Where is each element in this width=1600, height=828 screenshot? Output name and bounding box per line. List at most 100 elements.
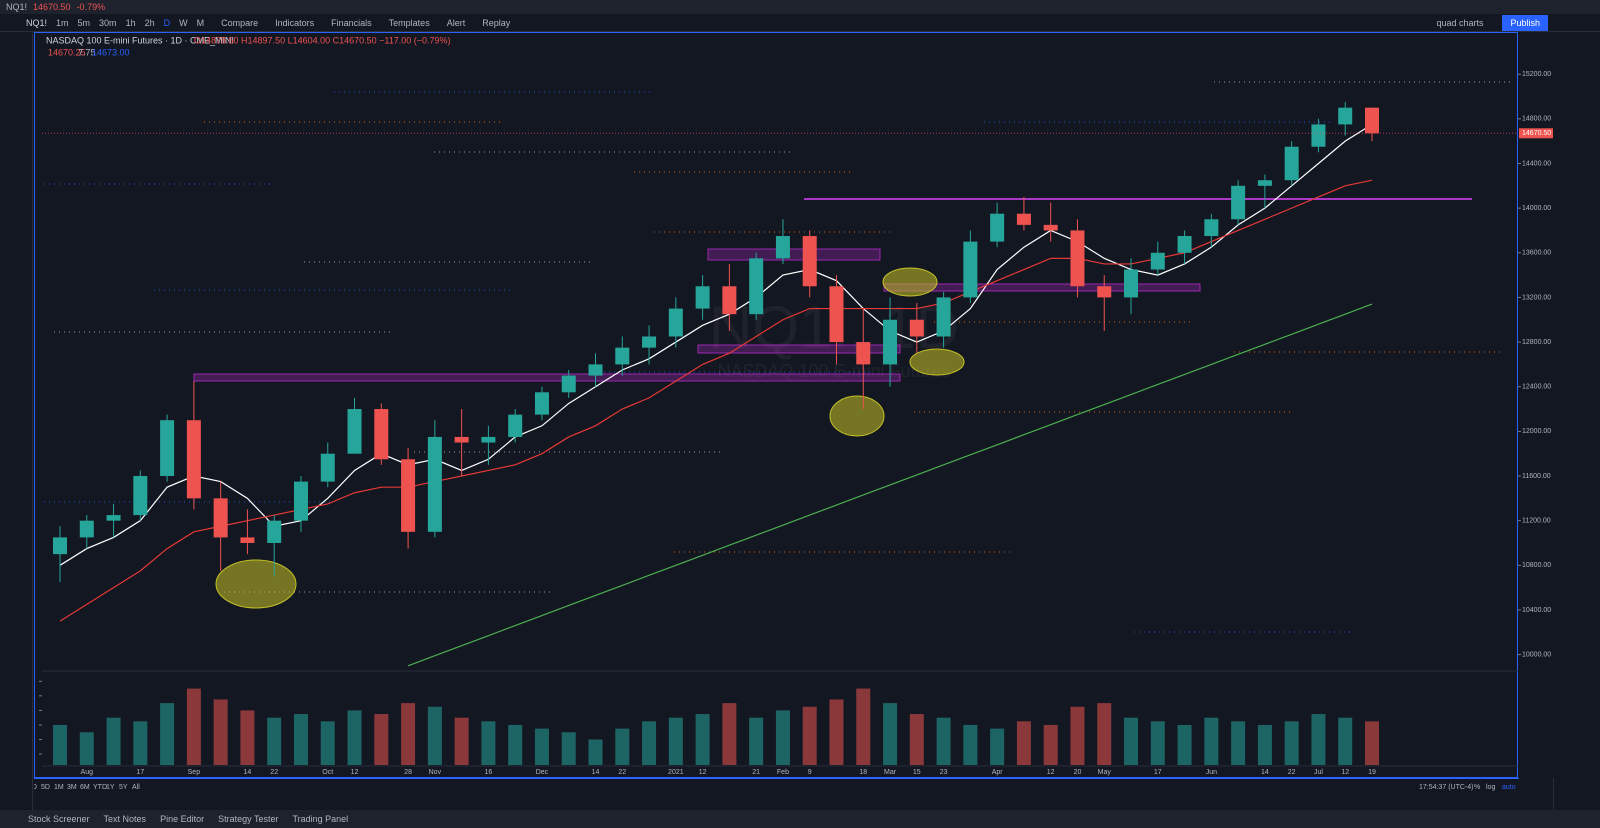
- interval[interactable]: 30m: [99, 17, 117, 28]
- x-tick-label: 23: [940, 769, 948, 776]
- candle-body: [722, 286, 737, 315]
- candle-body: [588, 364, 603, 376]
- volume-bar: [320, 721, 335, 765]
- panel-tab[interactable]: Strategy Tester: [218, 814, 279, 824]
- interval[interactable]: M: [196, 17, 205, 28]
- tab-change: -0.79%: [76, 2, 106, 12]
- layout-name[interactable]: quad charts: [1436, 17, 1484, 28]
- candle-body: [775, 236, 790, 259]
- volume-bar: [508, 724, 523, 765]
- interval[interactable]: D: [163, 17, 171, 28]
- volume-bar: [1311, 714, 1326, 765]
- browser-tab: NQ1! 14670.50 -0.79%: [0, 0, 1600, 14]
- volume-bar: [749, 717, 764, 765]
- range-button[interactable]: 6M: [80, 784, 90, 791]
- annotations: [193, 198, 1472, 609]
- candle-body: [883, 319, 898, 365]
- bottom-tabs: Stock Screener Text Notes Pine Editor Strat…: [0, 810, 1600, 828]
- toolbar-button[interactable]: Financials: [331, 17, 372, 28]
- x-tick-label: Oct: [322, 769, 333, 776]
- y-tick-label: 11600.00: [1522, 473, 1551, 480]
- candle-body: [909, 319, 924, 337]
- y-tick-label: 12000.00: [1522, 428, 1551, 435]
- candle-body: [1284, 146, 1299, 181]
- right-sidebar: [1553, 32, 1600, 812]
- interval[interactable]: 5m: [77, 17, 91, 28]
- range-button[interactable]: 1D: [34, 784, 37, 791]
- panel-tab[interactable]: Text Notes: [103, 814, 147, 824]
- panel-tab[interactable]: Pine Editor: [160, 814, 205, 824]
- y-tick-label: 10400.00: [1522, 607, 1551, 614]
- chart: NASDAQ 100 E-mini Futures · 1D · CME_MIN…: [34, 32, 1554, 791]
- range-button[interactable]: 5D: [41, 784, 50, 791]
- volume-bar: [909, 714, 924, 765]
- candle-body: [668, 308, 683, 337]
- x-tick-label: 18: [859, 769, 867, 776]
- tab-symbol[interactable]: NQ1!: [6, 2, 28, 12]
- volume-bar: [1016, 721, 1031, 765]
- range-button[interactable]: All: [132, 784, 140, 791]
- volume-bar: [1150, 721, 1165, 765]
- price-box: [1519, 128, 1553, 139]
- volume-bar: [534, 728, 549, 765]
- interval[interactable]: 1h: [125, 17, 136, 28]
- interval[interactable]: 2h: [144, 17, 155, 28]
- candle-body: [374, 409, 389, 460]
- price-label: 14670.50: [1522, 130, 1551, 137]
- volume-bar: [1257, 724, 1272, 765]
- candle-body: [347, 409, 362, 454]
- y-tick-label: 12800.00: [1522, 339, 1551, 346]
- y-tick-label: 14400.00: [1522, 160, 1551, 167]
- candle-body: [1097, 286, 1112, 298]
- volume-bar: [1365, 721, 1379, 765]
- candle-body: [1070, 230, 1085, 287]
- x-tick-label: 16: [485, 769, 493, 776]
- candle-body: [454, 436, 469, 443]
- x-tick-label: 12: [699, 769, 707, 776]
- candle-body: [401, 459, 416, 532]
- candle-body: [802, 236, 817, 287]
- candle-body: [829, 286, 844, 343]
- volume-bar: [213, 699, 228, 765]
- toolbar-button[interactable]: Indicators: [275, 17, 315, 28]
- y-tick-label: 10800.00: [1522, 562, 1551, 569]
- x-tick-label: Mar: [884, 769, 897, 776]
- ask: 14673.00: [92, 47, 130, 57]
- volume-bar: [481, 721, 496, 765]
- drawing-toolbar: [0, 32, 33, 812]
- clock: 17:54:37 (UTC-4): [1419, 784, 1473, 791]
- toolbar-button[interactable]: Templates: [388, 17, 430, 28]
- volume-bar: [1231, 721, 1246, 765]
- range-button[interactable]: 3M: [67, 784, 77, 791]
- panel-tab[interactable]: Trading Panel: [292, 814, 349, 824]
- candle-body: [856, 342, 871, 365]
- range-button[interactable]: YTD: [93, 784, 107, 791]
- panel-tab[interactable]: Stock Screener: [28, 814, 90, 824]
- interval[interactable]: W: [179, 17, 188, 28]
- candle-body: [963, 241, 978, 298]
- toolbar-button[interactable]: Alert: [446, 17, 466, 28]
- publish-button[interactable]: Publish: [1502, 14, 1548, 31]
- x-tick-label: 15: [913, 769, 921, 776]
- toolbar-button[interactable]: Replay: [482, 17, 511, 28]
- x-tick-label: Apr: [992, 769, 1004, 776]
- range-button[interactable]: 1M: [54, 784, 64, 791]
- x-tick-label: 14: [1261, 769, 1269, 776]
- moving-average: [407, 303, 1373, 667]
- range-button[interactable]: 1Y: [106, 784, 115, 791]
- volume-bar: [883, 703, 898, 765]
- toolbar-button[interactable]: Compare: [221, 17, 259, 28]
- x-tick-label: 2021: [668, 769, 684, 776]
- volume-bar: [293, 714, 308, 765]
- x-tick-label: Feb: [777, 769, 789, 776]
- chart-frame: [34, 32, 1519, 779]
- interval[interactable]: 1m: [56, 17, 69, 28]
- x-tick-label: 19: [1368, 769, 1376, 776]
- x-tick-label: 9: [808, 769, 812, 776]
- symbol-search[interactable]: NQ1!: [26, 17, 48, 28]
- x-tick-label: 17: [136, 769, 144, 776]
- candle-body: [561, 375, 576, 393]
- x-tick-label: 21: [752, 769, 760, 776]
- volume-bar: [775, 710, 790, 765]
- range-button[interactable]: 5Y: [119, 784, 128, 791]
